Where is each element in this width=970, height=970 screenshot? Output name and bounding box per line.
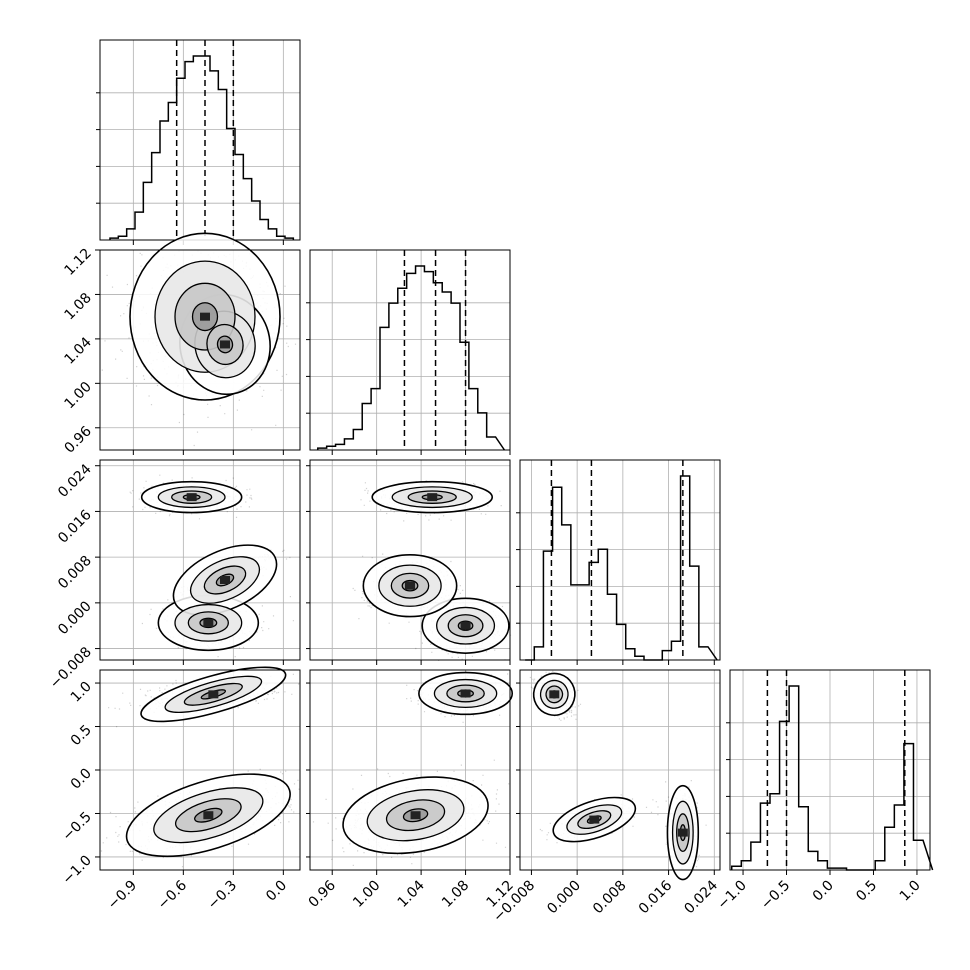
- panel-frame-3-1: [309, 669, 511, 871]
- density-peak-3-2-0: [549, 690, 560, 699]
- density-peak-1-0-1: [220, 340, 230, 349]
- xtick-label-0-0: −0.9: [105, 878, 140, 913]
- panel-3-1: 0.96 1.00 1.04 1.08 1.12: [306, 669, 517, 911]
- panel-3-2: −0.008 0.000 0.008 0.016 0.024: [490, 669, 721, 925]
- xtick-label-2-2: 0.008: [590, 878, 630, 918]
- xtick-label-1-2: 1.04: [395, 877, 428, 910]
- density-peak-3-2-1: [589, 815, 600, 824]
- ytick-label-1-0: 0.96: [61, 423, 94, 456]
- xtick-label-3-0: −1.0: [715, 878, 750, 913]
- panel-1-1: [306, 249, 511, 455]
- panel-3-0: −1.0 −0.5 0.0 0.5 1.0 −0.9 −0.6 −0.3 0.0: [59, 666, 301, 913]
- xtick-label-0-1: −0.6: [155, 877, 190, 912]
- density-peak-2-0-1: [203, 618, 214, 627]
- xtick-label-1-3: 1.08: [439, 878, 472, 911]
- panel-frame-1-0: [99, 249, 301, 451]
- panel-frame-3-0: [99, 669, 301, 871]
- panel-2-2: [516, 459, 721, 665]
- xtick-label-3-3: 0.5: [853, 878, 880, 905]
- ytick-label-1-2: 1.04: [61, 334, 94, 367]
- hist-3: [730, 685, 934, 871]
- ytick-label-1-4: 1.12: [61, 246, 94, 279]
- xtick-label-2-1: 0.000: [544, 878, 584, 918]
- panel-frame-2-2: [519, 459, 721, 661]
- ytick-label-2-4: 0.024: [55, 461, 95, 501]
- ytick-label-3-3: 0.5: [68, 722, 95, 749]
- hist-2: [525, 475, 718, 661]
- panel-0-0: [96, 39, 301, 245]
- density-peak-2-1-1: [460, 621, 471, 630]
- ytick-label-1-3: 1.08: [61, 290, 94, 323]
- ytick-label-3-4: 1.0: [68, 679, 95, 706]
- density-peak-3-2-2: [677, 828, 688, 837]
- ytick-label-2-3: 0.016: [55, 507, 95, 547]
- panel-2-1: [306, 459, 512, 665]
- panel-frame-2-0: [99, 459, 301, 661]
- hist-0: [109, 55, 295, 240]
- hist-1: [317, 265, 506, 451]
- ytick-label-3-2: 0.0: [68, 766, 95, 793]
- panel-frame-2-1: [309, 459, 511, 661]
- xtick-label-0-3: 0.0: [263, 878, 290, 905]
- density-peak-2-0-0: [186, 493, 197, 502]
- panel-1-0: 0.96 1.00 1.04 1.08 1.12: [61, 232, 301, 457]
- xtick-label-3-4: 1.0: [897, 878, 924, 905]
- density-peak-3-1-1: [410, 811, 421, 820]
- density-peak-1-0-0: [200, 312, 210, 321]
- xtick-label-2-3: 0.016: [636, 877, 676, 917]
- panel-3-3: −1.0 −0.5 0.0 0.5 1.0: [715, 669, 934, 913]
- xtick-label-1-0: 0.96: [306, 877, 339, 910]
- density-peak-3-0-0: [208, 690, 219, 699]
- density-peak-2-0-2: [220, 576, 230, 584]
- panel-frame-3-2: [519, 669, 721, 871]
- density-peak-3-1-0: [460, 689, 471, 698]
- xtick-label-3-1: −0.5: [758, 878, 793, 913]
- xtick-label-3-2: 0.0: [810, 878, 837, 905]
- ytick-label-1-1: 1.00: [61, 379, 94, 412]
- panel-frame-0-0: [99, 39, 301, 241]
- ytick-label-2-1: 0.000: [55, 598, 95, 638]
- panel-frame-3-3: [729, 669, 931, 871]
- density-peak-3-0-1: [203, 811, 214, 820]
- panel-frame-1-1: [309, 249, 511, 451]
- xtick-label-0-2: −0.3: [205, 878, 240, 913]
- density-peak-2-1-0: [427, 493, 438, 502]
- xtick-label-2-4: 0.024: [681, 877, 721, 917]
- density-peak-2-1-2: [405, 581, 415, 590]
- ytick-label-3-1: −0.5: [59, 809, 94, 844]
- ytick-label-2-2: 0.008: [55, 553, 95, 593]
- ytick-label-3-0: −1.0: [59, 852, 94, 887]
- xtick-label-1-1: 1.00: [350, 878, 383, 911]
